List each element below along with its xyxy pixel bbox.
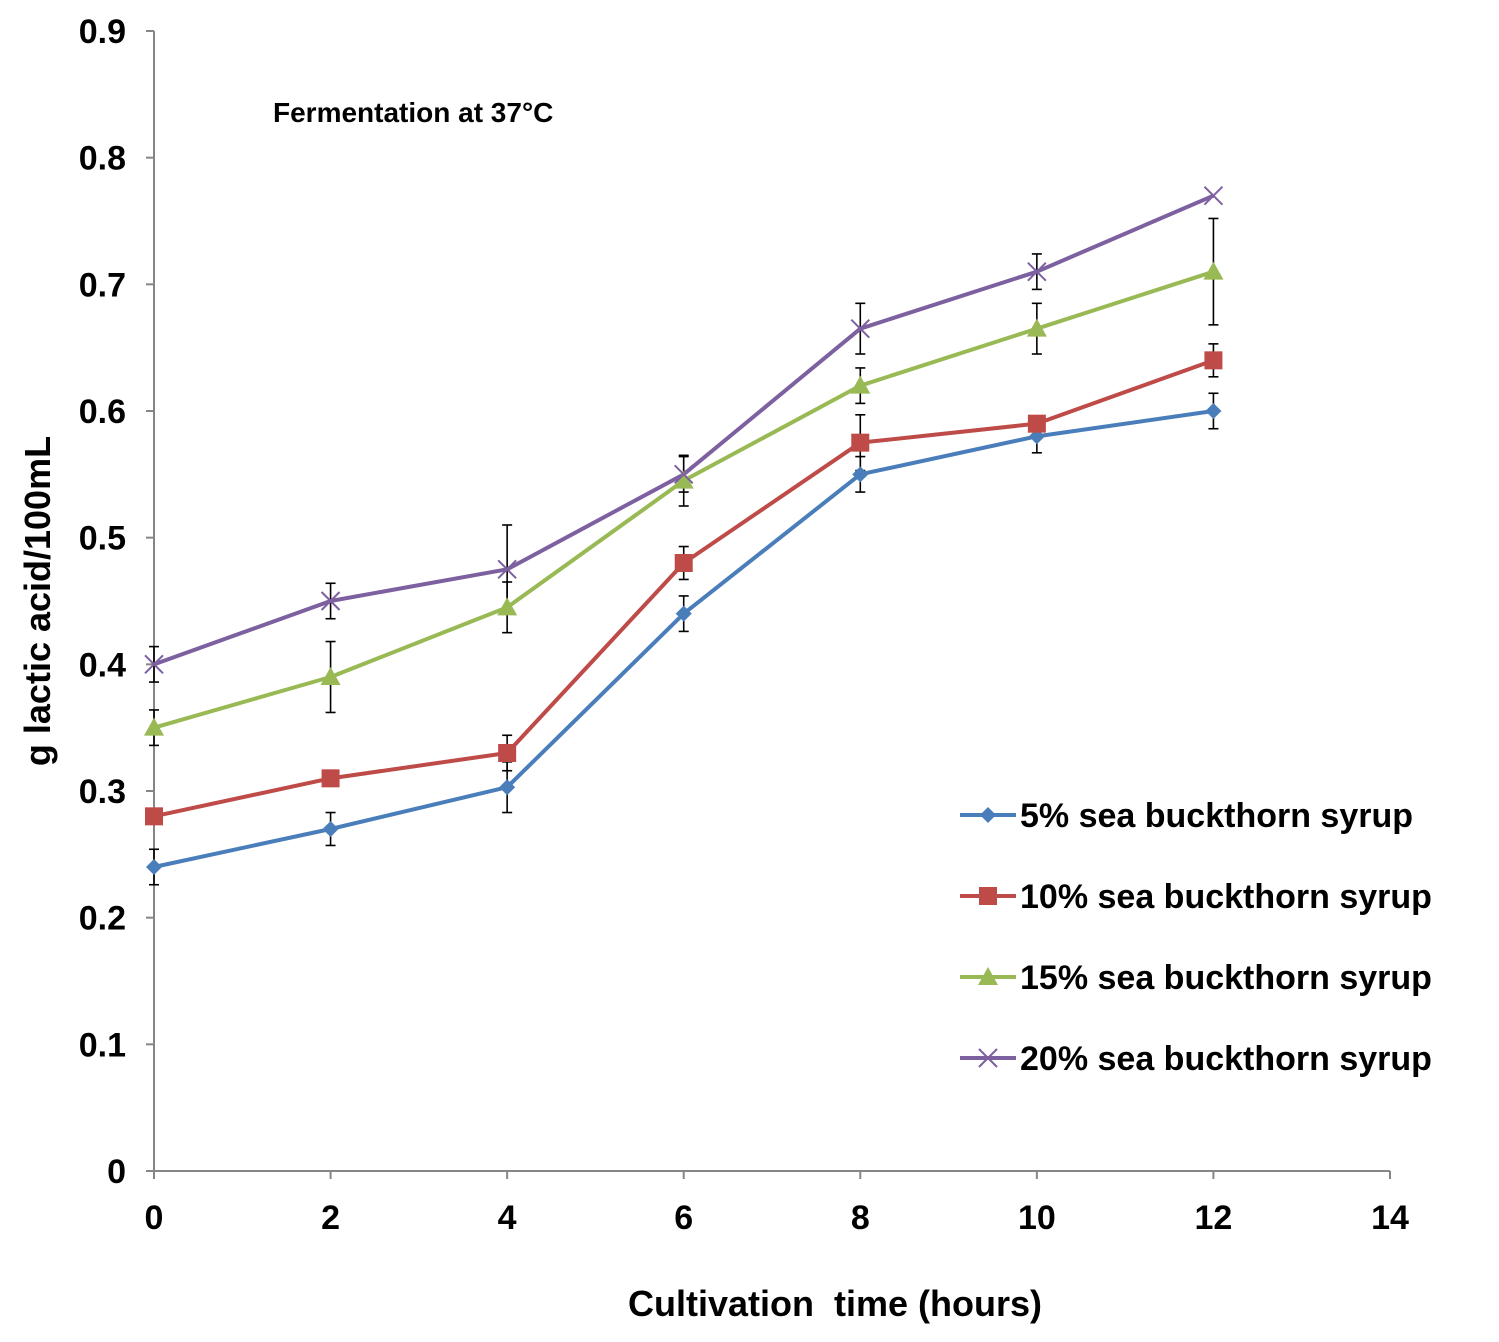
x-marker-stroke (978, 1048, 998, 1068)
x-marker-stroke (674, 464, 694, 485)
data-point-marker (497, 597, 518, 616)
data-point-marker (674, 554, 693, 572)
y-tick-label: 0.4 (79, 646, 126, 684)
x-axis-title: Cultivation time (hours) (628, 1283, 1042, 1324)
y-tick-label: 0.7 (79, 266, 126, 304)
data-point-marker (674, 464, 694, 485)
data-point-marker (850, 375, 871, 394)
data-point-marker (1026, 318, 1047, 337)
legend: 5% sea buckthorn syrup 10% sea buckthorn … (960, 797, 1432, 1078)
data-point-marker (851, 433, 870, 452)
legend-item: 5% sea buckthorn syrup (960, 797, 1413, 835)
data-point-marker (1203, 261, 1224, 280)
x-tick-label: 4 (498, 1199, 517, 1237)
y-tick-label: 0.6 (79, 393, 126, 431)
data-point-marker (1027, 414, 1046, 433)
legend-item: 15% sea buckthorn syrup (960, 959, 1432, 997)
data-point-marker (850, 318, 870, 339)
y-tick-label: 0.3 (79, 773, 126, 811)
x-tick-label: 0 (145, 1199, 164, 1237)
x-marker-stroke (1027, 261, 1047, 282)
data-point-marker (1204, 351, 1223, 370)
y-tick-label: 0.1 (79, 1026, 126, 1064)
x-tick-label: 14 (1371, 1199, 1409, 1237)
x-tick-label: 10 (1018, 1199, 1056, 1237)
data-point-marker (1205, 403, 1222, 419)
series-lines (153, 193, 1215, 869)
data-point-marker (146, 859, 162, 875)
chart-annotation: Fermentation at 37°C (273, 97, 553, 128)
legend-label: 10% sea buckthorn syrup (1020, 878, 1432, 916)
y-axis-title: g lactic acid/100mL (17, 436, 58, 766)
series-markers (144, 185, 1224, 875)
data-point-marker (321, 769, 340, 788)
y-tick-label: 0.9 (79, 13, 126, 51)
data-point-marker (320, 667, 341, 685)
data-point-marker (144, 654, 164, 675)
y-tick-label: 0 (107, 1153, 126, 1191)
legend-label: 5% sea buckthorn syrup (1020, 797, 1413, 835)
data-point-marker (322, 821, 339, 837)
axes: 0 0.1 0.2 0.3 0.4 0.5 0.6 0.7 0.8 0.9 0 2 4 6 8 10 12 14 (79, 13, 1409, 1237)
legend-swatch-marker (978, 967, 998, 985)
legend-label: 15% sea buckthorn syrup (1020, 959, 1432, 997)
legend-label: 20% sea buckthorn syrup (1020, 1040, 1432, 1078)
x-tick-label: 12 (1195, 1199, 1233, 1237)
y-tick-label: 0.5 (79, 520, 126, 558)
legend-item: 10% sea buckthorn syrup (960, 878, 1432, 916)
data-point-marker (498, 744, 517, 762)
x-marker-stroke (144, 654, 164, 675)
x-marker-stroke (850, 318, 870, 339)
data-point-marker (320, 591, 341, 611)
legend-swatch-marker (980, 807, 996, 823)
x-tick-label: 8 (851, 1199, 870, 1237)
x-tick-label: 2 (321, 1199, 340, 1237)
y-tick-label: 0.8 (79, 140, 126, 178)
data-point-marker (1203, 185, 1224, 206)
data-point-marker (852, 466, 869, 483)
data-point-marker (145, 807, 163, 826)
legend-swatch-marker (979, 887, 997, 905)
y-tick-label: 0.2 (79, 900, 126, 938)
legend-swatch-marker (978, 1048, 998, 1068)
series-line-4 (153, 193, 1215, 667)
data-point-marker (144, 717, 164, 736)
data-point-marker (675, 605, 692, 622)
x-marker-stroke (497, 559, 517, 580)
data-point-marker (499, 779, 516, 796)
data-point-marker (673, 470, 694, 489)
data-point-marker (1027, 261, 1047, 282)
data-point-marker (497, 559, 517, 580)
legend-item: 20% sea buckthorn syrup (960, 1040, 1432, 1078)
x-tick-label: 6 (674, 1199, 693, 1237)
x-marker-stroke (1203, 185, 1224, 206)
x-marker-stroke (320, 591, 341, 611)
series-line-2 (153, 358, 1215, 819)
